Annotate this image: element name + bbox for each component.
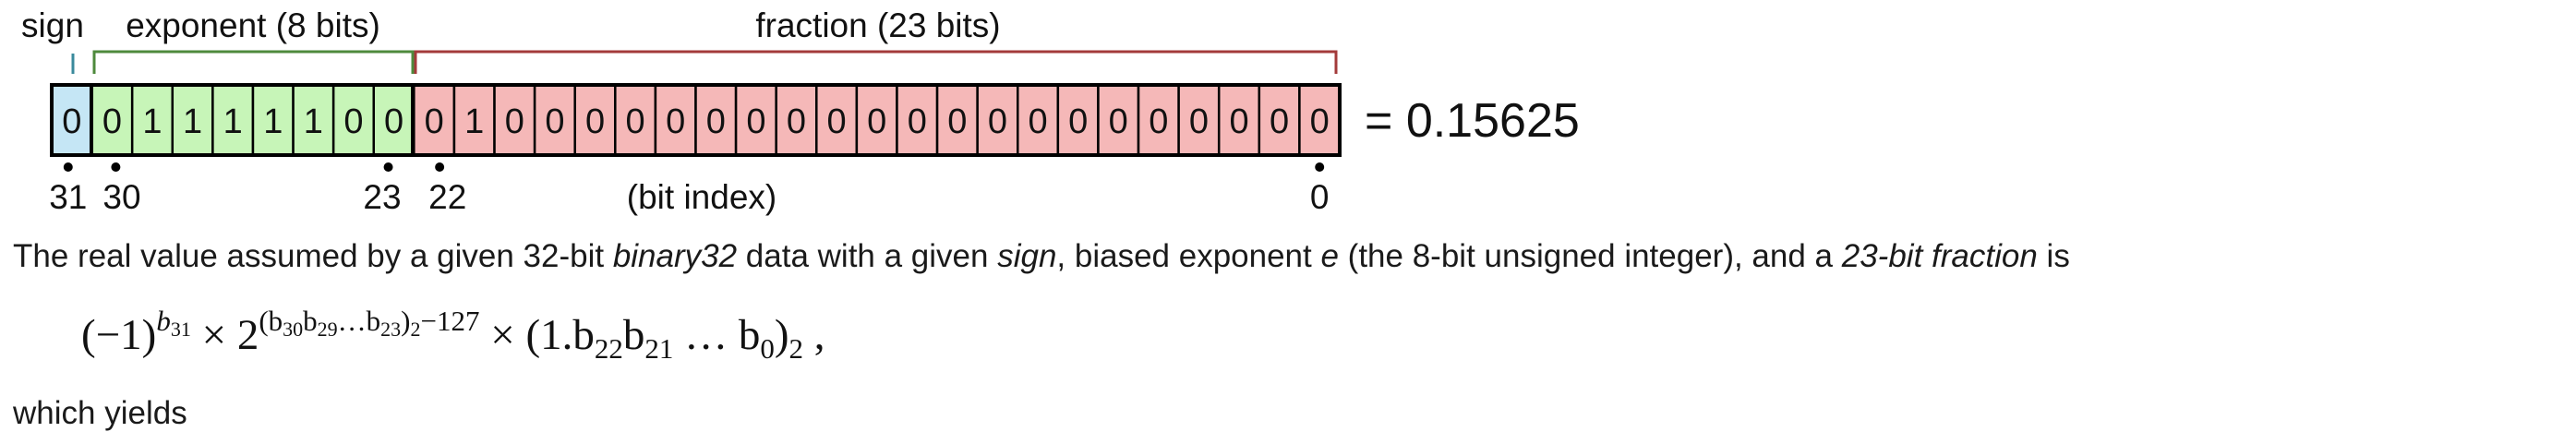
bit-value-6: 0 [1068, 102, 1088, 141]
description-text: , biased exponent [1056, 238, 1321, 274]
bit-index-label-22: 22 [428, 178, 466, 216]
bit-cell-2 [1217, 83, 1261, 157]
description-fraction: 23-bit fraction [1841, 238, 2038, 274]
formula-part: , [803, 311, 825, 359]
formula-part: 31 [170, 318, 191, 341]
bit-cell-16 [654, 83, 697, 157]
bit-index-dot-23 [383, 162, 393, 172]
formula-exponent: (b30b29…b23)2−127 [259, 305, 480, 341]
formula-part: ) [401, 305, 411, 337]
bit-value-28: 1 [183, 102, 202, 141]
bit-value-4: 0 [1149, 102, 1168, 141]
bit-value-25: 1 [304, 102, 323, 141]
bit-value-16: 0 [666, 102, 685, 141]
bit-index-label-31: 31 [49, 178, 87, 216]
bit-index-dot-31 [63, 162, 73, 172]
bit-cell-15 [694, 83, 738, 157]
description-text: is [2037, 238, 2070, 274]
formula-part: 2 [410, 318, 421, 341]
bit-value-15: 0 [706, 102, 726, 141]
formula-part: b [303, 305, 318, 337]
formula-part: b [622, 311, 645, 359]
formula-part: −127 [420, 305, 480, 337]
bit-value-5: 0 [1109, 102, 1128, 141]
exponent-label: exponent (8 bits) [126, 6, 380, 44]
fraction-label: fraction (23 bits) [755, 6, 1000, 44]
fraction-bracket [414, 50, 1338, 74]
bit-value-21: 1 [464, 102, 484, 141]
formula-exponent: b31 [156, 305, 191, 341]
formula-part: × (1.b [479, 311, 595, 359]
bit-index-dot-22 [435, 162, 445, 172]
description-paragraph: The real value assumed by a given 32-bit… [13, 238, 2070, 275]
formula-part: …b [337, 305, 381, 337]
bit-value-12: 0 [827, 102, 847, 141]
bit-index-label: (bit index) [627, 178, 776, 216]
formula-part: × 2 [190, 311, 259, 359]
sign-label: sign [21, 6, 84, 44]
bit-value-9: 0 [947, 102, 967, 141]
formula-part: 30 [283, 318, 304, 341]
bit-value-14: 0 [746, 102, 765, 141]
formula-part: (−1) [81, 311, 157, 359]
bit-value-2: 0 [1229, 102, 1248, 141]
formula-part: 0 [760, 332, 775, 365]
bit-value-20: 0 [505, 102, 524, 141]
formula-part: 23 [380, 318, 402, 341]
bit-value-29: 1 [142, 102, 162, 141]
bit-value-18: 0 [585, 102, 605, 141]
formula-part: … b [673, 311, 761, 359]
bit-index-label-30: 30 [102, 178, 140, 216]
bit-value-26: 1 [263, 102, 283, 141]
bit-value-1: 0 [1270, 102, 1289, 141]
exponent-bracket [92, 50, 415, 74]
formula-part: ) [774, 311, 789, 359]
bit-index-marks: 31 30 23 22 0 [49, 162, 1329, 216]
bit-value-31: 0 [62, 102, 81, 141]
description-text: (the 8-bit unsigned integer), and a [1338, 238, 1842, 274]
formula-part: 29 [317, 318, 338, 341]
bit-index-label-23: 23 [363, 178, 401, 216]
bit-value-22: 0 [425, 102, 444, 141]
bit-value-7: 0 [1028, 102, 1047, 141]
bit-value-17: 0 [626, 102, 645, 141]
bit-index-dot-0 [1315, 162, 1325, 172]
formula-part: 22 [594, 332, 623, 365]
bit-index-dot-30 [111, 162, 121, 172]
bit-value-24: 0 [343, 102, 363, 141]
description-text: data with a given [737, 238, 998, 274]
description-sign: sign [997, 238, 1057, 274]
bit-cell-12 [815, 83, 859, 157]
bit-value-27: 1 [223, 102, 243, 141]
bit-cell-9 [935, 83, 979, 157]
bit-value-19: 0 [545, 102, 564, 141]
bit-value-30: 0 [102, 102, 122, 141]
description-binary32: binary32 [612, 238, 738, 274]
formula-part: 21 [644, 332, 674, 365]
bit-value-8: 0 [988, 102, 1007, 141]
bit-value-10: 0 [908, 102, 927, 141]
bit-value-0: 0 [1310, 102, 1330, 141]
formula-part: 2 [788, 332, 804, 365]
bit-value-3: 0 [1189, 102, 1209, 141]
float-bit-layout-diagram: sign exponent (8 bits) fraction (23 bits… [21, 6, 1580, 216]
description-text: The real value assumed by a given 32-bit [13, 238, 613, 274]
bit-value-11: 0 [867, 102, 886, 141]
value-formula: (−1)b31 × 2(b30b29…b23)2−127 × (1.b22b21… [81, 305, 825, 366]
formula-part: b [156, 305, 171, 337]
bit-value-23: 0 [384, 102, 403, 141]
description-e: e [1320, 238, 1339, 274]
bit-field-outline [50, 83, 1342, 157]
cutoff-text: which yields [13, 395, 187, 431]
bit-index-label-0: 0 [1310, 178, 1330, 216]
formula-part: (b [259, 305, 283, 337]
bit-value-13: 0 [787, 102, 806, 141]
result-value: = 0.15625 [1365, 94, 1580, 148]
